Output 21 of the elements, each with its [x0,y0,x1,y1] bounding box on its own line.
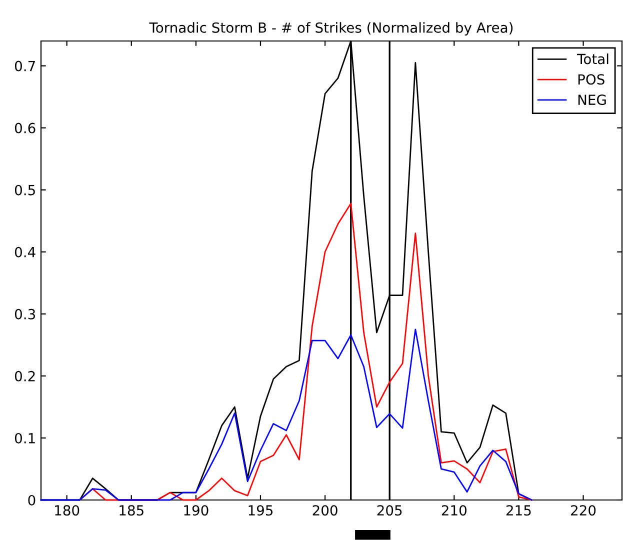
y-tick-label: 0.4 [14,246,36,258]
x-tick-label: 200 [312,505,338,516]
y-tick-label: 0.7 [14,60,35,72]
y-tick-label: 0.1 [14,432,35,444]
y-tick-label: 0.3 [14,308,36,320]
legend-label: NEG [578,94,606,106]
x-tick-label: 195 [248,505,273,516]
x-tick-label: 205 [377,505,402,516]
legend-label: Total [577,54,608,64]
x-tick-label: 180 [55,505,80,516]
x-tick-label: 190 [184,505,208,516]
chart-title: Tornadic Storm B - # of Strikes (Normalized by Area) [149,22,513,36]
y-tick-label: 0.5 [14,184,35,196]
y-tick-label: 0 [28,494,36,506]
y-tick-label: 0.6 [14,122,36,134]
x-tick-label: 215 [506,505,531,516]
y-tick-label: 0.2 [14,370,35,382]
legend-label: POS [578,74,604,85]
x-tick-label: 185 [120,505,144,516]
x-tick-label: 210 [442,505,466,516]
x-tick-label: 220 [571,505,596,516]
